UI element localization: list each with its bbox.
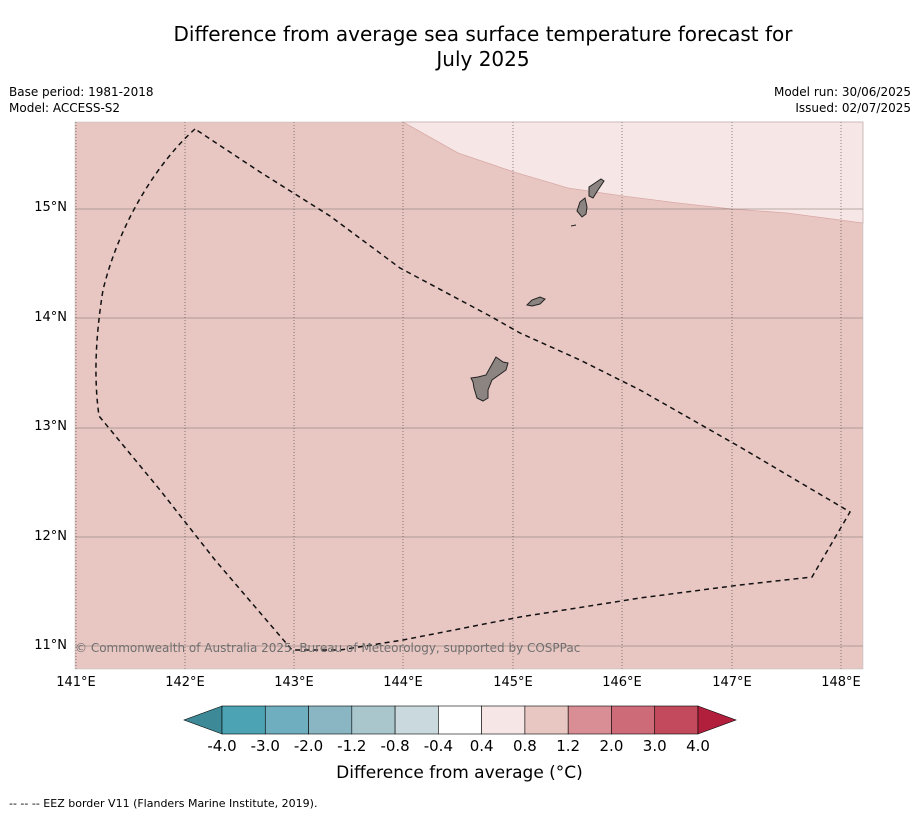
title-line-1: Difference from average sea surface temp… bbox=[173, 22, 793, 46]
lat-label-12n: 12°N bbox=[34, 529, 67, 544]
lon-label-143e: 143°E bbox=[274, 675, 314, 690]
colorbar-label: Difference from average (°C) bbox=[336, 763, 583, 783]
longitude-gridlines bbox=[75, 122, 842, 669]
colorbar-tick-label: -3.0 bbox=[250, 737, 280, 755]
colorbar-segment bbox=[438, 705, 482, 735]
colorbar bbox=[183, 705, 737, 735]
colorbar-tick-label: 2.0 bbox=[599, 737, 624, 755]
issued-date: Issued: 02/07/2025 bbox=[795, 101, 911, 115]
island-aguijan bbox=[570, 224, 577, 227]
model-name: Model: ACCESS-S2 bbox=[9, 101, 121, 115]
colorbar-tick-label: -4.0 bbox=[207, 737, 237, 755]
title-line-2: July 2025 bbox=[436, 47, 530, 71]
island-tinian bbox=[576, 197, 588, 218]
copyright-notice: © Commonwealth of Australia 2025, Bureau… bbox=[75, 641, 581, 655]
colorbar-tick-label: 3.0 bbox=[642, 737, 667, 755]
colorbar-tick-label: 1.2 bbox=[556, 737, 581, 755]
lat-label-13n: 13°N bbox=[34, 419, 67, 434]
colorbar-segment bbox=[308, 705, 353, 735]
meta-right: Model run: 30/06/2025 Issued: 02/07/2025 bbox=[774, 84, 911, 116]
colorbar-segment bbox=[654, 705, 699, 735]
model-run: Model run: 30/06/2025 bbox=[773, 85, 911, 99]
chart-title: Difference from average sea surface temp… bbox=[0, 22, 919, 72]
colorbar-segment bbox=[611, 705, 656, 735]
colorbar-tick-label: -1.2 bbox=[337, 737, 367, 755]
colorbar-tick-label: 0.8 bbox=[512, 737, 537, 755]
colorbar-segment bbox=[481, 705, 526, 735]
colorbar-tick-label: -0.4 bbox=[423, 737, 453, 755]
lat-label-15n: 15°N bbox=[34, 200, 67, 215]
colorbar-segment bbox=[221, 705, 266, 735]
colorbar-segment bbox=[524, 705, 569, 735]
map-frame bbox=[74, 121, 864, 670]
colorbar-extend-high bbox=[697, 705, 737, 735]
island-guam bbox=[470, 356, 509, 402]
island-rota bbox=[525, 296, 546, 307]
eez-border bbox=[95, 128, 852, 651]
lon-label-146e: 146°E bbox=[602, 675, 642, 690]
eez-footnote: -- -- -- EEZ border V11 (Flanders Marine… bbox=[9, 797, 318, 810]
island-saipan bbox=[588, 178, 605, 199]
base-period: Base period: 1981-2018 bbox=[9, 85, 154, 99]
colorbar-tick-label: -0.8 bbox=[380, 737, 410, 755]
lat-label-14n: 14°N bbox=[34, 310, 67, 325]
colorbar-segment bbox=[394, 705, 439, 735]
lon-label-145e: 145°E bbox=[493, 675, 533, 690]
lon-label-141e: 141°E bbox=[56, 675, 96, 690]
lon-label-142e: 142°E bbox=[165, 675, 205, 690]
colorbar-segment bbox=[351, 705, 396, 735]
colorbar-tick-label: 0.4 bbox=[469, 737, 494, 755]
colorbar-segment bbox=[567, 705, 612, 735]
colorbar-tick-label: -2.0 bbox=[293, 737, 324, 755]
colorbar-segment bbox=[264, 705, 309, 735]
lon-label-144e: 144°E bbox=[383, 675, 423, 690]
lon-label-147e: 147°E bbox=[712, 675, 752, 690]
lat-label-11n: 11°N bbox=[34, 638, 67, 653]
meta-left: Base period: 1981-2018 Model: ACCESS-S2 bbox=[9, 84, 154, 116]
colorbar-extend-low bbox=[183, 705, 223, 735]
lon-label-148e: 148°E bbox=[821, 675, 861, 690]
colorbar-tick-label: 4.0 bbox=[686, 737, 710, 755]
